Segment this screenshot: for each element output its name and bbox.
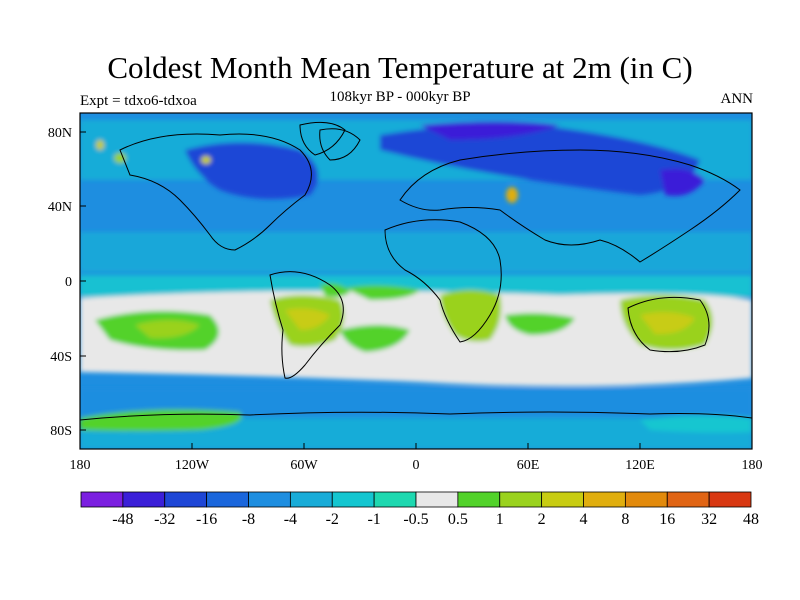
- colorbar-label: -16: [196, 511, 217, 528]
- colorbar-swatch: [164, 491, 208, 508]
- colorbar-label: 4: [580, 511, 588, 528]
- colorbar-swatch: [415, 491, 459, 508]
- colorbar-label: 1: [496, 511, 504, 528]
- colorbar-label: 48: [743, 511, 759, 528]
- chart-subtitle: 108kyr BP - 000kyr BP: [329, 89, 471, 105]
- colorbar-swatch: [331, 491, 375, 508]
- lat-tick-label: 80N: [48, 126, 72, 141]
- experiment-label: Expt = tdxo6-tdxoa: [80, 93, 197, 109]
- colorbar-label: 0.5: [448, 511, 468, 528]
- colorbar-label: -4: [284, 511, 297, 528]
- colorbar-label: -1: [367, 511, 380, 528]
- colorbar-swatch: [373, 491, 417, 508]
- colorbar-swatch: [541, 491, 584, 508]
- lat-tick-label: 80S: [50, 424, 72, 439]
- colorbar-swatch: [122, 491, 166, 508]
- colorbar-label: -0.5: [403, 511, 428, 528]
- colorbar-label: -2: [326, 511, 339, 528]
- colorbar-swatch: [289, 491, 333, 508]
- colorbar-label: 8: [621, 511, 629, 528]
- colorbar-swatch: [624, 491, 668, 508]
- season-label: ANN: [720, 91, 754, 107]
- lat-tick-label: 40N: [48, 200, 72, 215]
- colorbar-swatch: [666, 491, 710, 508]
- colorbar-swatch: [583, 491, 626, 508]
- lon-tick-label: 60W: [290, 458, 318, 473]
- temperature-field: [80, 113, 752, 449]
- lon-tick-label: 120W: [175, 458, 210, 473]
- colorbar-label: -32: [154, 511, 175, 528]
- lat-tick-label: 40S: [50, 350, 72, 365]
- chart-title: Coldest Month Mean Temperature at 2m (in…: [107, 50, 693, 85]
- colorbar-swatch: [457, 491, 501, 508]
- colorbar-swatch: [206, 491, 249, 508]
- lon-tick-label: 180: [742, 458, 763, 473]
- colorbar-swatch: [499, 491, 543, 508]
- lat-tick-label: 0: [65, 275, 72, 290]
- latitude-axis: 80N 40N 0 40S 80S: [48, 126, 86, 439]
- lon-tick-label: 0: [413, 458, 420, 473]
- colorbar-label: -48: [112, 511, 133, 528]
- colorbar: -48 -32 -16 -8 -4 -2 -1 -0.5 0.5 1 2 4 8 16 32 48: [80, 491, 759, 528]
- coastlines: [80, 121, 752, 421]
- lon-tick-label: 180: [70, 458, 91, 473]
- colorbar-swatch: [80, 491, 124, 508]
- lon-tick-label: 60E: [517, 458, 540, 473]
- colorbar-label: 2: [538, 511, 546, 528]
- colorbar-label: 16: [659, 511, 675, 528]
- colorbar-swatch: [248, 491, 291, 508]
- colorbar-label: 32: [701, 511, 717, 528]
- longitude-axis: 180 120W 60W 0 60E 120E 180: [70, 443, 763, 473]
- colorbar-label: -8: [242, 511, 255, 528]
- colorbar-swatch: [708, 491, 752, 508]
- lon-tick-label: 120E: [625, 458, 655, 473]
